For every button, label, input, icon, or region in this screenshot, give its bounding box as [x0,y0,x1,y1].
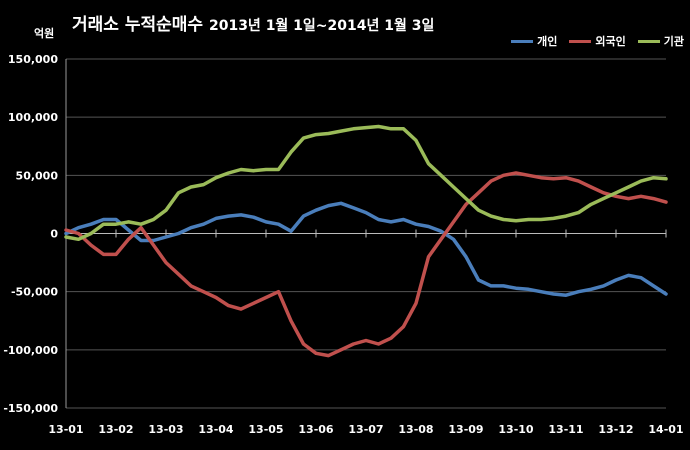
x-tick-label: 14-01 [648,423,683,436]
legend-label-institution: 기관 [663,35,684,48]
x-tick-label: 13-07 [348,423,383,436]
x-tick-label: 13-08 [398,423,433,436]
y-tick-label: -50,000 [11,286,58,299]
series-line-institution [64,124,668,242]
y-tick-label: 50,000 [16,169,59,182]
y-tick-label: -100,000 [3,344,58,357]
legend-label-foreign: 외국인 [595,35,626,48]
chart-title-main: 거래소 누적순매수 [72,15,204,35]
x-tick-label: 13-10 [498,423,534,436]
x-tick-label: 13-06 [298,423,334,436]
legend-item-individual: 개인 [511,33,557,49]
series-line-individual [64,201,668,297]
x-tick-label: 13-09 [448,423,483,436]
legend: 개인 외국인 기관 [511,33,684,49]
legend-label-individual: 개인 [537,35,558,48]
legend-swatch-individual [511,39,534,43]
chart-subtitle: 2013년 1월 1일~2014년 1월 3일 [208,18,435,34]
y-tick-label: 100,000 [8,111,58,124]
x-tick-label: 13-03 [148,423,183,436]
y-axis-unit: 억원 [34,27,55,40]
y-tick-label: 150,000 [8,53,58,66]
chart-title: 거래소 누적순매수 2013년 1월 1일~2014년 1월 3일 [72,10,434,35]
x-tick-label: 13-04 [198,423,234,436]
x-tick-label: 13-02 [98,423,133,436]
x-tick-label: 13-12 [598,423,633,436]
x-tick-label: 13-11 [548,423,583,436]
y-tick-label: 0 [50,228,58,241]
legend-swatch-foreign [569,39,592,43]
series-line-foreign [64,171,668,358]
y-tick-label: -150,000 [3,402,58,415]
legend-item-foreign: 외국인 [569,33,626,49]
legend-swatch-institution [637,39,660,43]
x-tick-label: 13-05 [248,423,283,436]
x-tick-label: 13-01 [48,423,83,436]
legend-item-institution: 기관 [637,33,684,49]
